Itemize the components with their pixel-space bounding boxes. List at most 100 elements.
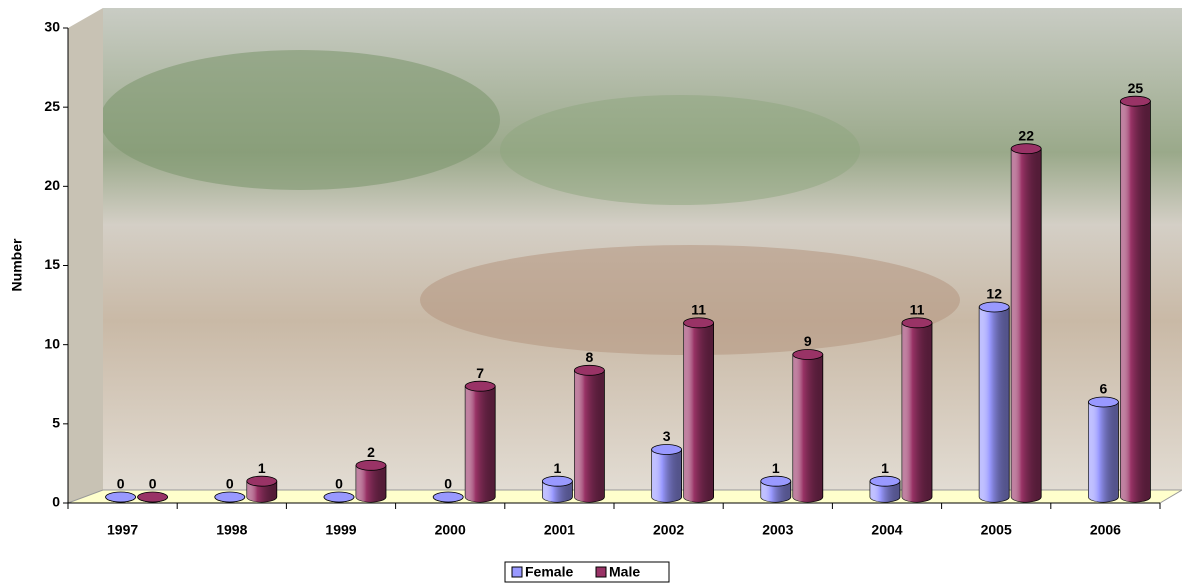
cylinder-top [105,491,136,503]
legend-swatch [511,566,523,578]
x-tick-label: 2001 [544,522,575,538]
cylinder-shade [542,481,573,502]
cylinder-top [1088,396,1119,408]
bar [214,491,246,503]
data-label: 1 [554,460,562,476]
cylinder-shade [1011,148,1042,502]
cylinder-top [869,475,901,487]
bar [542,475,573,503]
bar [1088,396,1119,503]
data-label: 1 [881,460,889,476]
cylinder-top [792,349,824,360]
bar [978,301,1010,503]
data-label: 25 [1128,80,1144,96]
cylinder-shade [574,370,605,502]
photo-tree [100,50,500,190]
side-wall [68,8,103,503]
x-tick-label: 1999 [325,522,356,538]
legend-box [504,561,670,583]
cylinder-shade [356,465,386,502]
cylinder-shade [902,322,932,502]
x-tick-label: 1998 [216,522,247,538]
bar [1120,95,1151,503]
bar [901,317,933,503]
x-tick-label: 2005 [981,522,1012,538]
cylinder-shade [792,354,823,502]
legend-swatch [595,566,607,578]
cylinder-shade [979,307,1010,502]
cylinder-top [323,491,355,503]
bar [432,491,464,503]
bar [760,475,792,503]
x-tick-label: 1997 [107,522,138,538]
data-label: 0 [226,476,234,492]
cylinder-shade [760,481,791,502]
y-tick-label: 25 [44,98,60,114]
cylinder-top [683,317,714,329]
data-label: 2 [367,444,375,460]
bar [651,444,682,503]
x-tick-label: 2000 [435,522,466,538]
cylinder-top [542,475,573,487]
cylinder-top [1120,95,1151,107]
bar [1010,143,1042,503]
cylinder-shade [1120,101,1151,503]
photo-tree [500,95,860,205]
cylinder-top [760,475,792,487]
data-label: 6 [1100,381,1108,397]
data-label: 9 [804,333,812,349]
y-tick-label: 10 [44,335,60,351]
cylinder-top [214,491,246,503]
data-label: 1 [772,460,780,476]
x-tick-label: 2004 [871,522,902,538]
data-label: 8 [586,349,594,365]
bar [355,459,387,503]
bar [246,475,278,503]
photo-rock [420,245,960,355]
y-tick-label: 20 [44,177,60,193]
cylinder-top [246,475,278,487]
cylinder-shade [870,481,900,502]
bar [137,491,169,503]
cylinder-top [464,380,496,392]
bar [105,491,137,503]
data-label: 3 [663,428,671,444]
data-label: 12 [986,286,1002,302]
cylinder-top [432,491,464,503]
data-label: 1 [258,460,266,476]
data-label: 11 [691,302,706,318]
cylinder-shade [651,449,682,502]
y-tick-label: 5 [52,415,60,431]
cylinder-top [1010,143,1042,155]
cylinder-top [651,444,682,455]
bar [464,380,496,503]
data-label: 0 [444,476,452,492]
data-label: 7 [476,365,484,381]
data-label: 0 [117,476,125,492]
y-axis-label: Number [9,238,25,291]
legend-label: Female [525,564,573,580]
cylinder-top [137,491,169,503]
bar [323,491,355,503]
x-tick-label: 2006 [1090,522,1121,538]
cylinder-shade [465,386,496,502]
x-tick-label: 2002 [653,522,684,538]
legend: Female Male [504,561,670,583]
y-tick-label: 30 [44,19,60,35]
x-tick-label: 2003 [762,522,793,538]
legend-label: Male [609,564,640,580]
cylinder-shade [246,481,277,502]
bar [574,364,605,503]
cylinder-top [978,301,1010,313]
bar [792,349,824,503]
y-tick-label: 15 [44,256,60,272]
cylinder-top [355,459,387,471]
data-label: 22 [1018,127,1034,143]
data-label: 0 [335,476,343,492]
data-label: 0 [149,476,157,492]
cylinder-shade [683,322,714,502]
cylinder-shade [1088,402,1119,502]
bar [683,317,714,503]
bar [869,475,901,503]
